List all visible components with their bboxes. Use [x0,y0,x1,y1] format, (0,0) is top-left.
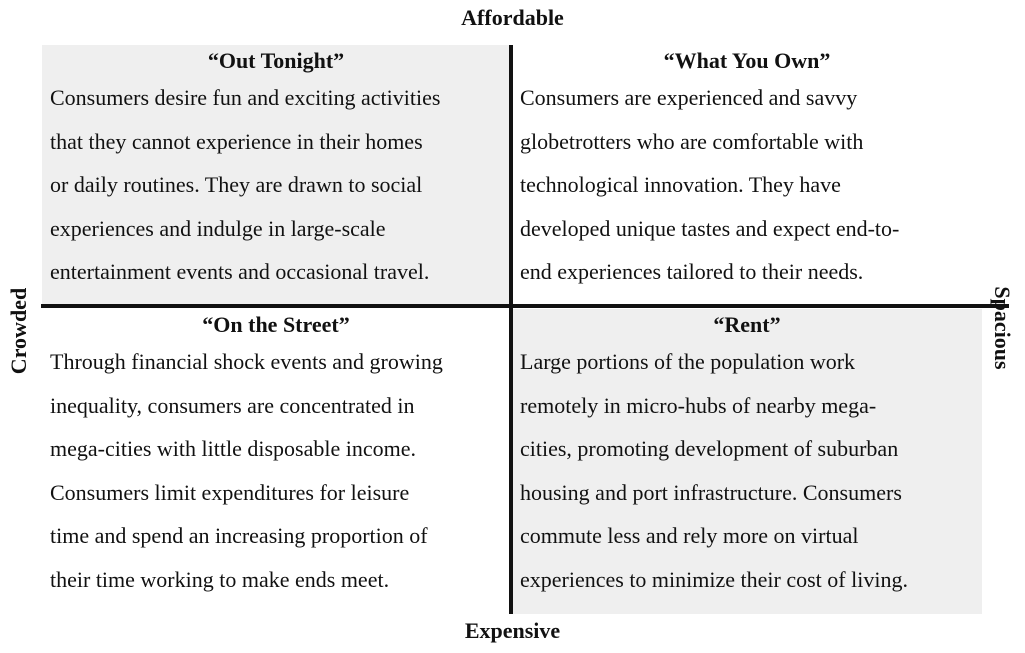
quadrant-title: “What You Own” [663,48,831,73]
axis-label-expensive: Expensive [464,618,561,643]
quadrant-what-you-own: “What You Own” Consumers are experienced… [512,45,982,305]
quadrant-title: “Out Tonight” [207,48,345,73]
quadrant-title: “On the Street” [202,312,350,337]
quadrant-rent: “Rent” Large portions of the population … [512,309,982,614]
quadrant-description: Through financial shock events and growi… [50,349,443,592]
axis-label-affordable: Affordable [461,5,564,30]
axis-label-crowded: Crowded [6,287,31,375]
quadrant-description: Large portions of the population work re… [520,349,908,592]
quadrant-title: “Rent” [713,312,781,337]
vertical-axis-divider [509,45,513,614]
quadrant-description: Consumers are experienced and savvy glob… [520,85,900,284]
axis-label-spacious: Spacious [990,286,1015,370]
quadrant-description: Consumers desire fun and exciting activi… [50,85,441,284]
quadrant-on-the-street: “On the Street” Through financial shock … [42,309,510,614]
quadrant-out-tonight: “Out Tonight” Consumers desire fun and e… [42,45,510,305]
horizontal-axis-divider [41,304,1009,308]
